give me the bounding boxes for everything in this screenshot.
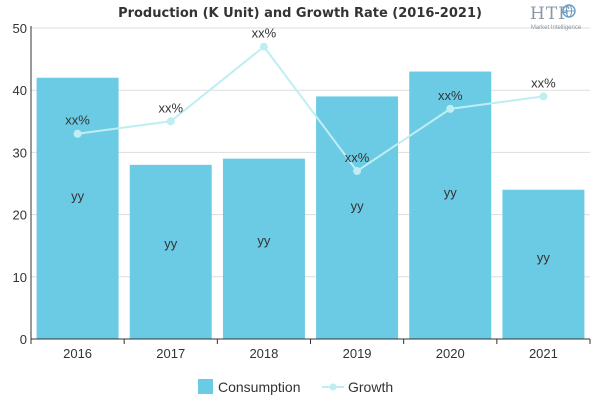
line-series	[73, 42, 548, 176]
x-tick-label: 2020	[436, 346, 465, 361]
bar-data-label: yy	[537, 250, 551, 265]
growth-data-label: xx%	[438, 88, 463, 103]
growth-data-label: xx%	[65, 113, 90, 128]
growth-point	[166, 117, 175, 126]
x-tick-label: 2021	[529, 346, 558, 361]
bar	[129, 164, 212, 339]
chart-title: Production (K Unit) and Growth Rate (201…	[118, 6, 482, 21]
globe-icon	[562, 4, 576, 18]
bar	[502, 189, 585, 339]
axes: 0 10 20 30 40 50 2016 2017 2018 2019 2020 2021	[13, 21, 591, 361]
bar	[36, 77, 119, 339]
gridlines	[31, 27, 590, 278]
bar-data-label: yy	[351, 199, 365, 214]
growth-data-label: xx%	[158, 100, 183, 115]
legend-marker-growth	[329, 383, 337, 391]
bar-data-label: yy	[257, 233, 271, 248]
bar	[316, 96, 399, 339]
legend-label-consumption: Consumption	[218, 379, 301, 395]
growth-line	[77, 45, 544, 173]
growth-point	[73, 129, 82, 138]
y-tick-label: 20	[13, 208, 27, 223]
y-tick-label: 50	[13, 21, 27, 36]
growth-point	[539, 92, 548, 101]
growth-data-label: xx%	[531, 75, 556, 90]
logo-brand: HTF	[530, 4, 571, 24]
growth-data-label: xx%	[252, 26, 277, 41]
legend-swatch-consumption	[198, 379, 213, 394]
x-tick-label: 2017	[156, 346, 185, 361]
growth-data-label: xx%	[345, 150, 370, 165]
bar-data-label: yy	[71, 188, 85, 203]
y-tick-label: 10	[13, 270, 27, 285]
growth-point	[259, 42, 268, 51]
brand-logo: HTF Market Intelligence	[530, 4, 582, 31]
x-tick-label: 2016	[63, 346, 92, 361]
growth-point	[446, 104, 455, 113]
legend-label-growth: Growth	[348, 379, 393, 395]
logo-tagline: Market Intelligence	[531, 25, 582, 31]
y-tick-label: 0	[20, 332, 27, 347]
data-labels: yy yy yy yy yy yy xx% xx% xx% xx% xx% xx%	[65, 26, 556, 265]
y-tick-label: 40	[13, 83, 27, 98]
bar-data-label: yy	[444, 185, 458, 200]
x-tick-label: 2019	[343, 346, 372, 361]
bar-data-label: yy	[164, 236, 178, 251]
y-tick-label: 30	[13, 145, 27, 160]
bar	[222, 158, 305, 339]
x-tick-label: 2018	[249, 346, 278, 361]
bar-series	[36, 71, 585, 339]
growth-point	[353, 167, 362, 176]
legend: Consumption Growth	[198, 379, 393, 395]
bar	[409, 71, 492, 339]
